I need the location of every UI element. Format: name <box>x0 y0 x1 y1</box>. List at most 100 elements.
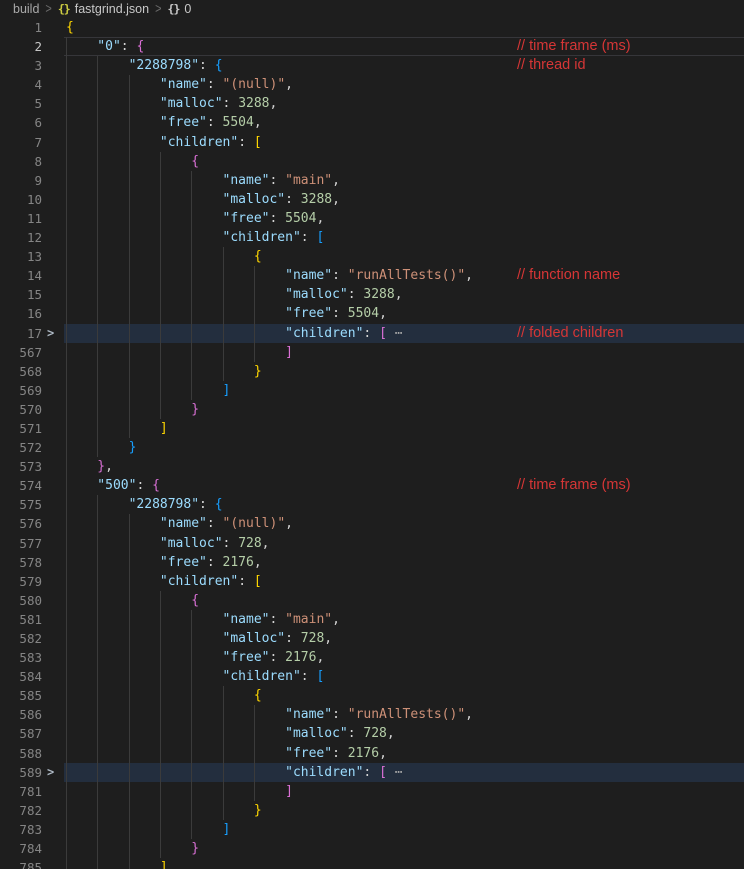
breadcrumb-item-0[interactable]: {} 0 <box>168 2 192 16</box>
code-line-574[interactable]: 574 "500": {// time frame (ms) <box>0 476 744 496</box>
indent-guide <box>222 247 224 267</box>
indent-guide <box>97 781 99 801</box>
indent-guide <box>128 743 130 763</box>
indent-guide <box>253 323 255 343</box>
indent-guide <box>253 266 255 286</box>
indent-guide <box>128 75 130 95</box>
code-line-582[interactable]: 582 "malloc": 728, <box>0 629 744 649</box>
token-b1: } <box>253 802 262 818</box>
code-line-585[interactable]: 585 { <box>0 686 744 706</box>
indent-guide <box>191 762 193 782</box>
indent-guide <box>97 438 99 458</box>
token-pun: : <box>347 726 364 742</box>
token-pun: : <box>363 325 380 341</box>
fold-chevron-icon[interactable]: > <box>47 325 55 340</box>
code-line-581[interactable]: 581 "name": "main", <box>0 609 744 629</box>
indent-guide <box>159 323 161 343</box>
token-num: 2176 <box>285 650 317 666</box>
code-line-4[interactable]: 4 "name": "(null)", <box>0 75 744 95</box>
token-b2: } <box>191 401 200 417</box>
code-line-12[interactable]: 12 "children": [ <box>0 228 744 248</box>
code-text: ] <box>66 858 168 869</box>
token-num: 728 <box>300 631 325 646</box>
code-line-15[interactable]: 15 "malloc": 3288, <box>0 285 744 305</box>
token-key: "free" <box>159 115 207 131</box>
code-line-568[interactable]: 568} <box>0 361 744 381</box>
token-pun: , <box>379 306 387 322</box>
code-line-578[interactable]: 578 "free": 2176, <box>0 552 744 572</box>
code-line-6[interactable]: 6 "free": 5504, <box>0 113 744 133</box>
token-pun: : <box>285 191 301 207</box>
code-line-589[interactable]: 589 > "children": [ ⋯ <box>0 762 744 782</box>
code-line-11[interactable]: 11 "free": 5504, <box>0 208 744 229</box>
code-line-575[interactable]: 575 "2288798": { <box>0 495 744 515</box>
code-line-782[interactable]: 782} <box>0 800 744 820</box>
code-line-3[interactable]: 3 "2288798": {// thread id <box>0 56 744 76</box>
code-line-584[interactable]: 584 "children": [ <box>0 667 744 687</box>
token-b1: ] <box>159 860 168 869</box>
code-text: "500": { <box>66 476 160 495</box>
code-line-5[interactable]: 5 "malloc": 3288, <box>0 94 744 114</box>
breadcrumb-item-build[interactable]: build <box>13 2 39 16</box>
annotation-comment: // time frame (ms) <box>517 38 631 55</box>
code-line-7[interactable]: 7 "children": [ <box>0 132 744 152</box>
code-line-10[interactable]: 10 "malloc": 3288, <box>0 189 744 209</box>
token-b3: [ <box>316 230 325 246</box>
indent-guide <box>66 304 67 324</box>
code-text: } <box>66 438 137 457</box>
indent-guide <box>128 247 130 267</box>
line-number: 15 <box>26 287 42 303</box>
code-line-567[interactable]: 567] <box>0 342 744 362</box>
code-line-571[interactable]: 571] <box>0 418 744 439</box>
token-pun: : <box>222 535 239 551</box>
line-number: 573 <box>19 459 42 475</box>
code-line-572[interactable]: 572} <box>0 438 744 458</box>
token-pun: : <box>332 707 348 723</box>
code-line-8[interactable]: 8{ <box>0 151 744 171</box>
code-line-16[interactable]: 16 "free": 5504, <box>0 304 744 324</box>
indent-guide <box>128 800 130 820</box>
indent-guide <box>66 342 67 362</box>
code-line-781[interactable]: 781] <box>0 781 744 801</box>
code-line-784[interactable]: 784} <box>0 839 744 859</box>
code-line-583[interactable]: 583 "free": 2176, <box>0 648 744 668</box>
breadcrumb-item-fastgrind.json[interactable]: {} fastgrind.json <box>58 2 149 16</box>
breadcrumb-label: 0 <box>184 2 192 16</box>
code-line-14[interactable]: 14 "name": "runAllTests()", // function na… <box>0 266 744 286</box>
code-line-580[interactable]: 580 { <box>0 590 744 610</box>
indent-guide <box>66 113 67 133</box>
indent-guide <box>159 800 161 820</box>
code-line-569[interactable]: 569] <box>0 380 744 400</box>
code-line-573[interactable]: 573}, <box>0 457 744 477</box>
code-line-587[interactable]: 587 "malloc": 728, <box>0 724 744 744</box>
code-line-13[interactable]: 13 { <box>0 247 744 267</box>
indent-guide <box>128 380 130 400</box>
code-line-586[interactable]: 586 "name": "runAllTests()", <box>0 705 744 725</box>
code-line-588[interactable]: 588 "free": 2176, <box>0 743 744 763</box>
indent-guide <box>128 724 130 744</box>
fold-chevron-icon[interactable]: > <box>47 764 55 779</box>
token-b2: { <box>136 39 145 55</box>
code-line-785[interactable]: 785] <box>0 858 744 869</box>
code-line-576[interactable]: 576 "name": "(null)", <box>0 514 744 534</box>
line-number: 576 <box>19 516 42 532</box>
code-area[interactable]: 1{2 "0": {// time frame (ms) 3 "2288798": {… <box>0 18 744 869</box>
code-line-9[interactable]: 9 "name": "main", <box>0 170 744 190</box>
token-key: "2288798" <box>128 58 200 74</box>
code-line-577[interactable]: 577 "malloc": 728, <box>0 533 744 553</box>
code-line-783[interactable]: 783] <box>0 819 744 840</box>
indent-guide <box>222 781 224 801</box>
folded-region-highlight <box>64 323 744 343</box>
code-line-2[interactable]: 2 "0": {// time frame (ms) <box>0 37 744 57</box>
code-line-1[interactable]: 1{ <box>0 18 744 37</box>
line-number: 9 <box>34 172 42 188</box>
token-pun: : <box>363 764 380 780</box>
code-line-579[interactable]: 579 "children": [ <box>0 571 744 591</box>
indent-guide <box>128 514 130 534</box>
line-number: 586 <box>19 707 42 723</box>
code-line-570[interactable]: 570} <box>0 399 744 419</box>
token-b3: { <box>214 497 223 513</box>
code-line-17[interactable]: 17 > "children": [ ⋯ // folded children <box>0 323 744 343</box>
token-pun: , <box>386 726 395 742</box>
indent-guide <box>66 285 67 305</box>
